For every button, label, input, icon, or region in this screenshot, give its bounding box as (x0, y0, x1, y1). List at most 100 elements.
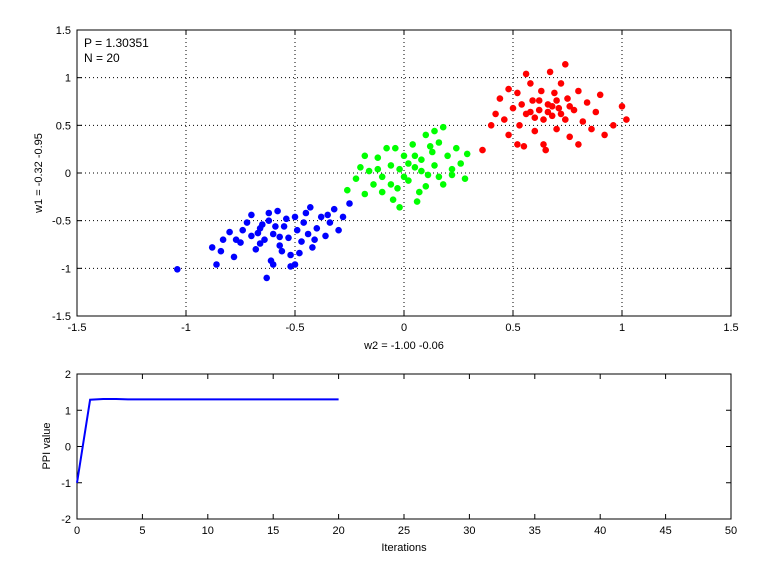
scatter-point (243, 219, 251, 226)
scatter-point (527, 108, 534, 116)
scatter-point (439, 181, 447, 188)
ppi-series-line (76, 398, 339, 483)
scatter-ytick-label: 0.5 (56, 120, 71, 132)
scatter-point (365, 167, 373, 175)
scatter-point (230, 253, 238, 261)
scatter-point (575, 141, 582, 148)
scatter-point (409, 141, 417, 148)
line-xtick-label: 20 (332, 525, 344, 537)
scatter-point (514, 141, 521, 148)
scatter-point (274, 207, 281, 215)
scatter-point (418, 156, 425, 163)
scatter-point (352, 175, 360, 182)
scatter-point (546, 68, 554, 76)
scatter-point (522, 70, 530, 78)
scatter-point (285, 234, 292, 242)
scatter-point (575, 87, 582, 95)
scatter-ytick-label: 1.5 (56, 25, 71, 37)
scatter-point (535, 106, 543, 114)
scatter-point (413, 198, 421, 205)
scatter-point (309, 244, 316, 251)
scatter-grid (77, 30, 731, 316)
scatter-point (304, 230, 312, 238)
scatter-point (601, 131, 608, 139)
scatter-point (492, 110, 499, 118)
scatter-point (592, 108, 600, 116)
scatter-ytick-label: -0.5 (52, 216, 71, 228)
scatter-xtick-label: 1 (619, 322, 625, 334)
scatter-point (374, 165, 382, 173)
scatter-point (570, 106, 578, 114)
scatter-point (405, 177, 412, 184)
scatter-point (583, 99, 591, 106)
scatter-ytick-label: -1.5 (52, 311, 71, 323)
scatter-xtick-label: 0.5 (505, 322, 520, 334)
scatter-point (457, 160, 465, 167)
scatter-point (400, 173, 408, 181)
scatter-point (540, 116, 547, 123)
scatter-ytick-label: -1 (61, 263, 71, 275)
scatter-point (276, 233, 284, 241)
scatter-point (300, 219, 308, 226)
scatter-point (370, 181, 377, 188)
scatter-point (610, 122, 617, 129)
scatter-xtick-label: -1.5 (68, 322, 87, 334)
scatter-point (479, 146, 486, 154)
line-ytick-label: -2 (61, 514, 71, 526)
scatter-point (387, 181, 395, 188)
scatter-point (418, 167, 425, 175)
scatter-point (259, 221, 266, 228)
annotation-p: P = 1.30351 (84, 36, 149, 50)
scatter-point (562, 61, 569, 68)
scatter-point (529, 97, 536, 104)
scatter-point (527, 80, 534, 87)
line-ytick-label: 0 (65, 442, 71, 454)
scatter-point (411, 164, 419, 171)
scatter-point (213, 261, 220, 268)
scatter-point (544, 108, 552, 116)
scatter-point (287, 251, 294, 259)
line-xtick-label: 40 (594, 525, 606, 537)
scatter-point (548, 103, 556, 110)
scatter-point (496, 95, 504, 102)
scatter-point (313, 225, 321, 232)
scatter-point (389, 196, 397, 203)
scatter-point (588, 125, 595, 133)
scatter-point (448, 171, 456, 179)
line-xtick-label: 50 (725, 525, 737, 537)
scatter-point (518, 101, 525, 108)
scatter-point (431, 127, 438, 135)
scatter-point (283, 215, 290, 223)
scatter-point (392, 144, 399, 152)
scatter-point (248, 211, 255, 219)
scatter-panel: -1.5 -1 -0.5 0 0.5 1 1.5 -1.5 -1 -0.5 0 0.5 1 1.5 P =… (33, 25, 739, 352)
scatter-point (339, 213, 347, 221)
scatter-point (265, 217, 273, 224)
scatter-point (555, 104, 563, 112)
scatter-xtick-label: -1 (181, 322, 191, 334)
scatter-point (361, 190, 369, 198)
scatter-point (232, 236, 240, 243)
scatter-xtick-label: 1.5 (723, 322, 738, 334)
scatter-point (387, 162, 395, 169)
scatter-point (416, 188, 423, 196)
scatter-y-label: w1 = -0.32 -0.95 (33, 133, 45, 214)
scatter-point (557, 110, 565, 118)
scatter-point (302, 209, 310, 217)
line-xtick-label: 15 (267, 525, 279, 537)
scatter-point (208, 244, 216, 251)
scatter-point (439, 123, 447, 131)
line-xtick-label: 0 (74, 525, 80, 537)
scatter-point (531, 114, 539, 121)
scatter-point (520, 143, 528, 150)
line-axes-box (76, 373, 732, 520)
scatter-point (424, 171, 432, 179)
line-ytick-label: -1 (61, 478, 71, 490)
scatter-point (553, 97, 560, 104)
line-xtick-label: 10 (202, 525, 214, 537)
scatter-axes-box (76, 29, 732, 317)
scatter-point (174, 266, 181, 273)
scatter-point (531, 127, 539, 135)
scatter-point (411, 152, 419, 160)
